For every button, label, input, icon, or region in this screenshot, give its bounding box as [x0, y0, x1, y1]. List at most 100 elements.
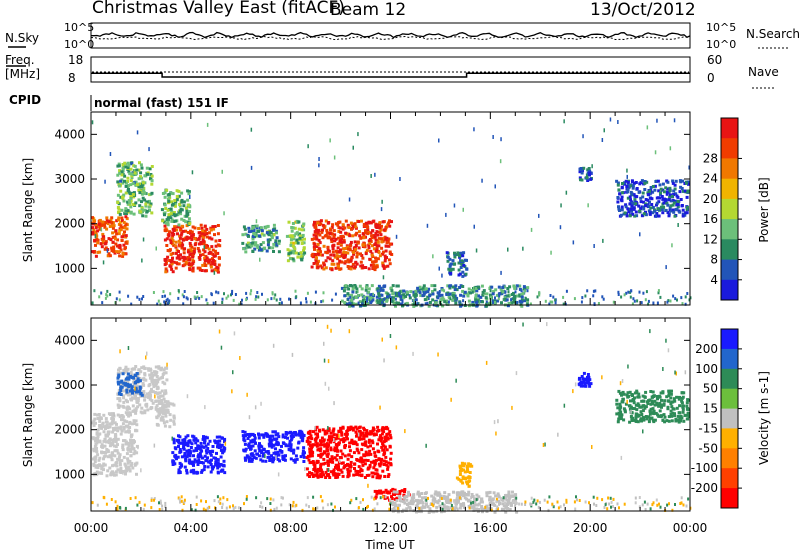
data-cell — [323, 245, 326, 248]
data-cell — [366, 232, 369, 235]
data-cell — [467, 476, 470, 479]
data-cell — [357, 220, 360, 223]
data-cell — [107, 450, 110, 453]
noise-cell — [288, 298, 290, 301]
noise-cell — [427, 224, 429, 228]
data-cell — [150, 406, 153, 409]
noise-cell — [163, 290, 165, 293]
data-cell — [124, 226, 127, 229]
noise-cell — [281, 301, 283, 304]
data-cell — [134, 172, 137, 175]
noise-cell — [579, 499, 581, 502]
data-cell — [337, 265, 340, 268]
data-cell — [338, 221, 341, 224]
data-cell — [115, 464, 118, 467]
noise-cell — [307, 144, 309, 148]
data-cell — [151, 376, 154, 379]
data-cell — [113, 224, 116, 227]
data-cell — [155, 366, 158, 369]
data-cell — [207, 260, 210, 263]
data-cell — [135, 169, 138, 172]
data-cell — [176, 232, 179, 235]
noise-cell — [457, 508, 459, 511]
data-cell — [129, 197, 132, 200]
data-cell — [223, 464, 226, 467]
data-cell — [218, 446, 221, 449]
data-cell — [121, 446, 124, 449]
data-cell — [672, 211, 675, 214]
noise-cell — [320, 300, 322, 303]
data-cell — [215, 266, 218, 269]
noise-cell — [504, 298, 506, 301]
data-cell — [386, 468, 389, 471]
noise-cell — [169, 292, 171, 295]
data-cell — [154, 372, 157, 375]
freq-panel — [91, 57, 690, 82]
data-cell — [356, 251, 359, 254]
data-cell — [297, 242, 300, 245]
data-cell — [678, 411, 681, 414]
data-cell — [122, 167, 125, 170]
noise-cell — [492, 135, 494, 139]
data-cell — [266, 451, 269, 454]
data-cell — [627, 210, 630, 213]
data-cell — [344, 454, 347, 457]
noise-cell — [358, 294, 360, 297]
data-cell — [656, 197, 659, 200]
noise-cell — [245, 298, 247, 301]
data-cell — [664, 416, 667, 419]
data-cell — [462, 295, 465, 298]
data-cell — [103, 430, 106, 433]
data-cell — [377, 450, 380, 453]
data-cell — [283, 457, 286, 460]
data-cell — [620, 198, 623, 201]
noise-cell — [409, 294, 411, 297]
data-cell — [174, 220, 177, 223]
data-cell — [161, 208, 164, 211]
data-cell — [332, 430, 335, 433]
data-cell — [686, 418, 689, 421]
data-cell — [660, 206, 663, 209]
noise-cell — [397, 507, 399, 510]
data-cell — [278, 242, 281, 245]
noise-cell — [160, 502, 162, 505]
data-cell — [186, 189, 189, 192]
noise-cell — [677, 223, 679, 227]
data-cell — [348, 442, 351, 445]
data-cell — [97, 251, 100, 254]
data-cell — [402, 290, 405, 293]
noise-cell — [524, 289, 526, 292]
data-cell — [321, 437, 324, 440]
data-cell — [458, 254, 461, 257]
data-cell — [373, 464, 376, 467]
noise-cell — [644, 501, 646, 504]
noise-cell — [472, 291, 474, 294]
cpid-value: normal (fast) 151 IF — [94, 96, 229, 110]
data-cell — [375, 492, 378, 495]
data-cell — [452, 268, 455, 271]
data-cell — [649, 197, 652, 200]
data-cell — [96, 471, 99, 474]
data-cell — [372, 472, 375, 475]
data-cell — [97, 428, 100, 431]
data-cell — [621, 186, 624, 189]
data-cell — [371, 229, 374, 232]
data-cell — [120, 217, 123, 220]
data-cell — [317, 454, 320, 457]
data-cell — [163, 421, 166, 424]
nsearch-label: N.Search — [746, 27, 800, 41]
data-cell — [111, 470, 114, 473]
data-cell — [438, 505, 441, 508]
data-cell — [295, 239, 298, 242]
data-cell — [252, 433, 255, 436]
noise-cell — [270, 297, 272, 300]
data-cell — [172, 203, 175, 206]
noise-cell — [404, 295, 406, 298]
data-cell — [343, 445, 346, 448]
data-cell — [163, 213, 166, 216]
noise-cell — [272, 291, 274, 294]
data-cell — [650, 408, 653, 411]
data-cell — [378, 226, 381, 229]
data-cell — [258, 454, 261, 457]
data-cell — [355, 255, 358, 258]
